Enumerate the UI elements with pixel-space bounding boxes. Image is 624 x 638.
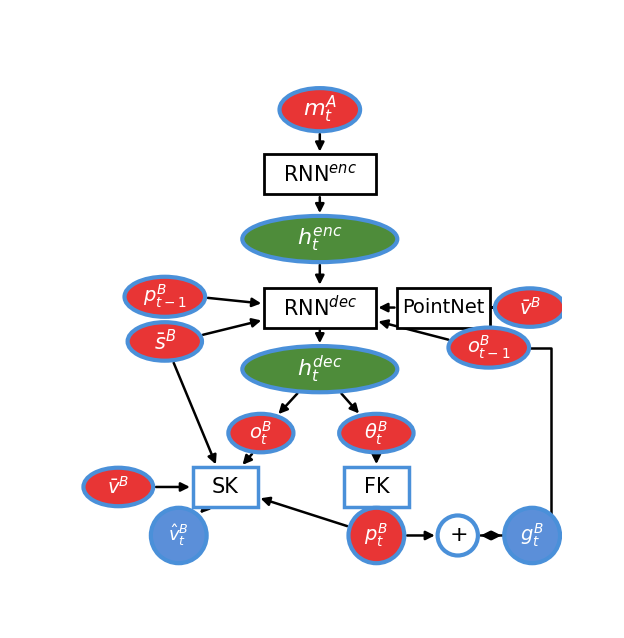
FancyBboxPatch shape	[193, 467, 258, 507]
Text: FK: FK	[364, 477, 389, 497]
Ellipse shape	[228, 414, 293, 452]
Ellipse shape	[495, 288, 565, 327]
Circle shape	[504, 508, 560, 563]
Text: $o_{t-1}^B$: $o_{t-1}^B$	[467, 334, 510, 361]
Ellipse shape	[127, 322, 202, 360]
Text: $o_t^B$: $o_t^B$	[249, 419, 273, 447]
FancyBboxPatch shape	[264, 154, 376, 195]
Text: SK: SK	[212, 477, 239, 497]
Ellipse shape	[242, 216, 397, 262]
Ellipse shape	[242, 346, 397, 392]
FancyBboxPatch shape	[264, 288, 376, 327]
Text: $\theta_t^B$: $\theta_t^B$	[364, 419, 388, 447]
Circle shape	[437, 516, 478, 556]
Text: $\bar{v}^B$: $\bar{v}^B$	[107, 476, 129, 498]
Text: $+$: $+$	[449, 526, 467, 545]
Ellipse shape	[449, 327, 529, 367]
Text: $g_t^B$: $g_t^B$	[520, 522, 544, 549]
Ellipse shape	[84, 468, 153, 506]
Text: $\hat{v}_t^B$: $\hat{v}_t^B$	[168, 523, 189, 548]
Text: $p_{t-1}^B$: $p_{t-1}^B$	[143, 283, 187, 311]
Text: $m_t^A$: $m_t^A$	[303, 94, 337, 125]
Text: $p_t^B$: $p_t^B$	[364, 522, 388, 549]
Circle shape	[151, 508, 207, 563]
Text: $\bar{v}^B$: $\bar{v}^B$	[519, 297, 541, 318]
Ellipse shape	[125, 277, 205, 317]
Ellipse shape	[339, 414, 414, 452]
FancyBboxPatch shape	[397, 288, 490, 327]
Text: $\bar{s}^B$: $\bar{s}^B$	[154, 329, 176, 354]
FancyBboxPatch shape	[344, 467, 409, 507]
Text: RNN$^{enc}$: RNN$^{enc}$	[283, 163, 357, 186]
Text: PointNet: PointNet	[402, 298, 485, 317]
Circle shape	[348, 508, 404, 563]
Text: $h_t^{enc}$: $h_t^{enc}$	[297, 225, 343, 253]
Text: RNN$^{dec}$: RNN$^{dec}$	[283, 295, 357, 320]
Ellipse shape	[280, 88, 360, 131]
Text: $h_t^{dec}$: $h_t^{dec}$	[297, 353, 343, 385]
